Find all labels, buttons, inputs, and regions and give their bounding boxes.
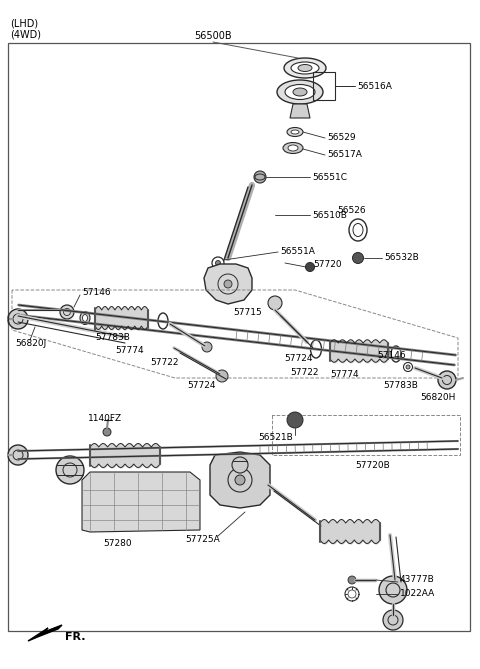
Text: 56551C: 56551C xyxy=(312,173,347,181)
Ellipse shape xyxy=(288,145,298,151)
Ellipse shape xyxy=(80,312,90,324)
Circle shape xyxy=(8,309,28,329)
Circle shape xyxy=(305,262,314,272)
Text: 57724: 57724 xyxy=(284,353,312,363)
Text: 57720: 57720 xyxy=(313,260,342,268)
Ellipse shape xyxy=(287,128,303,136)
Circle shape xyxy=(352,252,363,264)
Text: 57720B: 57720B xyxy=(355,460,390,470)
Ellipse shape xyxy=(83,314,87,322)
Circle shape xyxy=(254,171,266,183)
Ellipse shape xyxy=(285,84,315,100)
Text: 56529: 56529 xyxy=(327,132,356,142)
Text: 56551A: 56551A xyxy=(280,246,315,256)
Text: 57774: 57774 xyxy=(115,345,144,355)
Circle shape xyxy=(216,260,220,266)
Bar xyxy=(8,43,470,631)
Bar xyxy=(313,72,335,100)
Polygon shape xyxy=(290,104,310,118)
Circle shape xyxy=(56,456,84,484)
Circle shape xyxy=(216,370,228,382)
Text: 56510B: 56510B xyxy=(312,211,347,219)
Text: 57715: 57715 xyxy=(233,308,262,316)
Circle shape xyxy=(60,305,74,319)
Polygon shape xyxy=(28,625,62,641)
Text: 56532B: 56532B xyxy=(384,252,419,262)
Ellipse shape xyxy=(293,88,307,96)
Text: (LHD)
(4WD): (LHD) (4WD) xyxy=(10,18,41,39)
Text: 57146: 57146 xyxy=(82,288,110,296)
Text: FR.: FR. xyxy=(65,632,85,642)
Text: 1022AA: 1022AA xyxy=(400,589,435,597)
Text: 56820H: 56820H xyxy=(420,393,456,401)
Text: 57783B: 57783B xyxy=(383,381,418,389)
Text: 57774: 57774 xyxy=(330,369,359,379)
Ellipse shape xyxy=(298,64,312,72)
Ellipse shape xyxy=(291,130,299,134)
Text: 57146: 57146 xyxy=(377,351,406,359)
Circle shape xyxy=(348,576,356,584)
Text: 57783B: 57783B xyxy=(95,332,130,341)
Circle shape xyxy=(287,412,303,428)
Circle shape xyxy=(103,428,111,436)
Ellipse shape xyxy=(291,62,319,74)
Text: 57722: 57722 xyxy=(150,357,179,367)
Circle shape xyxy=(379,576,407,604)
Text: 43777B: 43777B xyxy=(400,575,435,583)
Ellipse shape xyxy=(277,80,323,104)
Circle shape xyxy=(406,365,410,369)
Circle shape xyxy=(8,445,28,465)
Polygon shape xyxy=(204,264,252,304)
Text: 56516A: 56516A xyxy=(357,82,392,90)
Circle shape xyxy=(383,610,403,630)
Polygon shape xyxy=(82,472,200,532)
Text: 57280: 57280 xyxy=(103,539,132,547)
Circle shape xyxy=(202,342,212,352)
Text: 56500B: 56500B xyxy=(194,31,232,41)
Circle shape xyxy=(235,475,245,485)
Polygon shape xyxy=(210,452,270,508)
Text: 56521B: 56521B xyxy=(258,432,293,442)
Text: 57724: 57724 xyxy=(187,381,216,389)
Text: 1140FZ: 1140FZ xyxy=(88,413,122,423)
Circle shape xyxy=(438,371,456,389)
Text: 57725A: 57725A xyxy=(185,535,220,545)
Ellipse shape xyxy=(283,142,303,153)
Text: 56526: 56526 xyxy=(338,205,366,215)
Circle shape xyxy=(224,280,232,288)
Circle shape xyxy=(268,296,282,310)
Text: 56517A: 56517A xyxy=(327,149,362,159)
Text: 56820J: 56820J xyxy=(15,339,46,347)
Ellipse shape xyxy=(284,58,326,78)
Circle shape xyxy=(232,457,248,473)
Text: 57722: 57722 xyxy=(290,367,319,377)
